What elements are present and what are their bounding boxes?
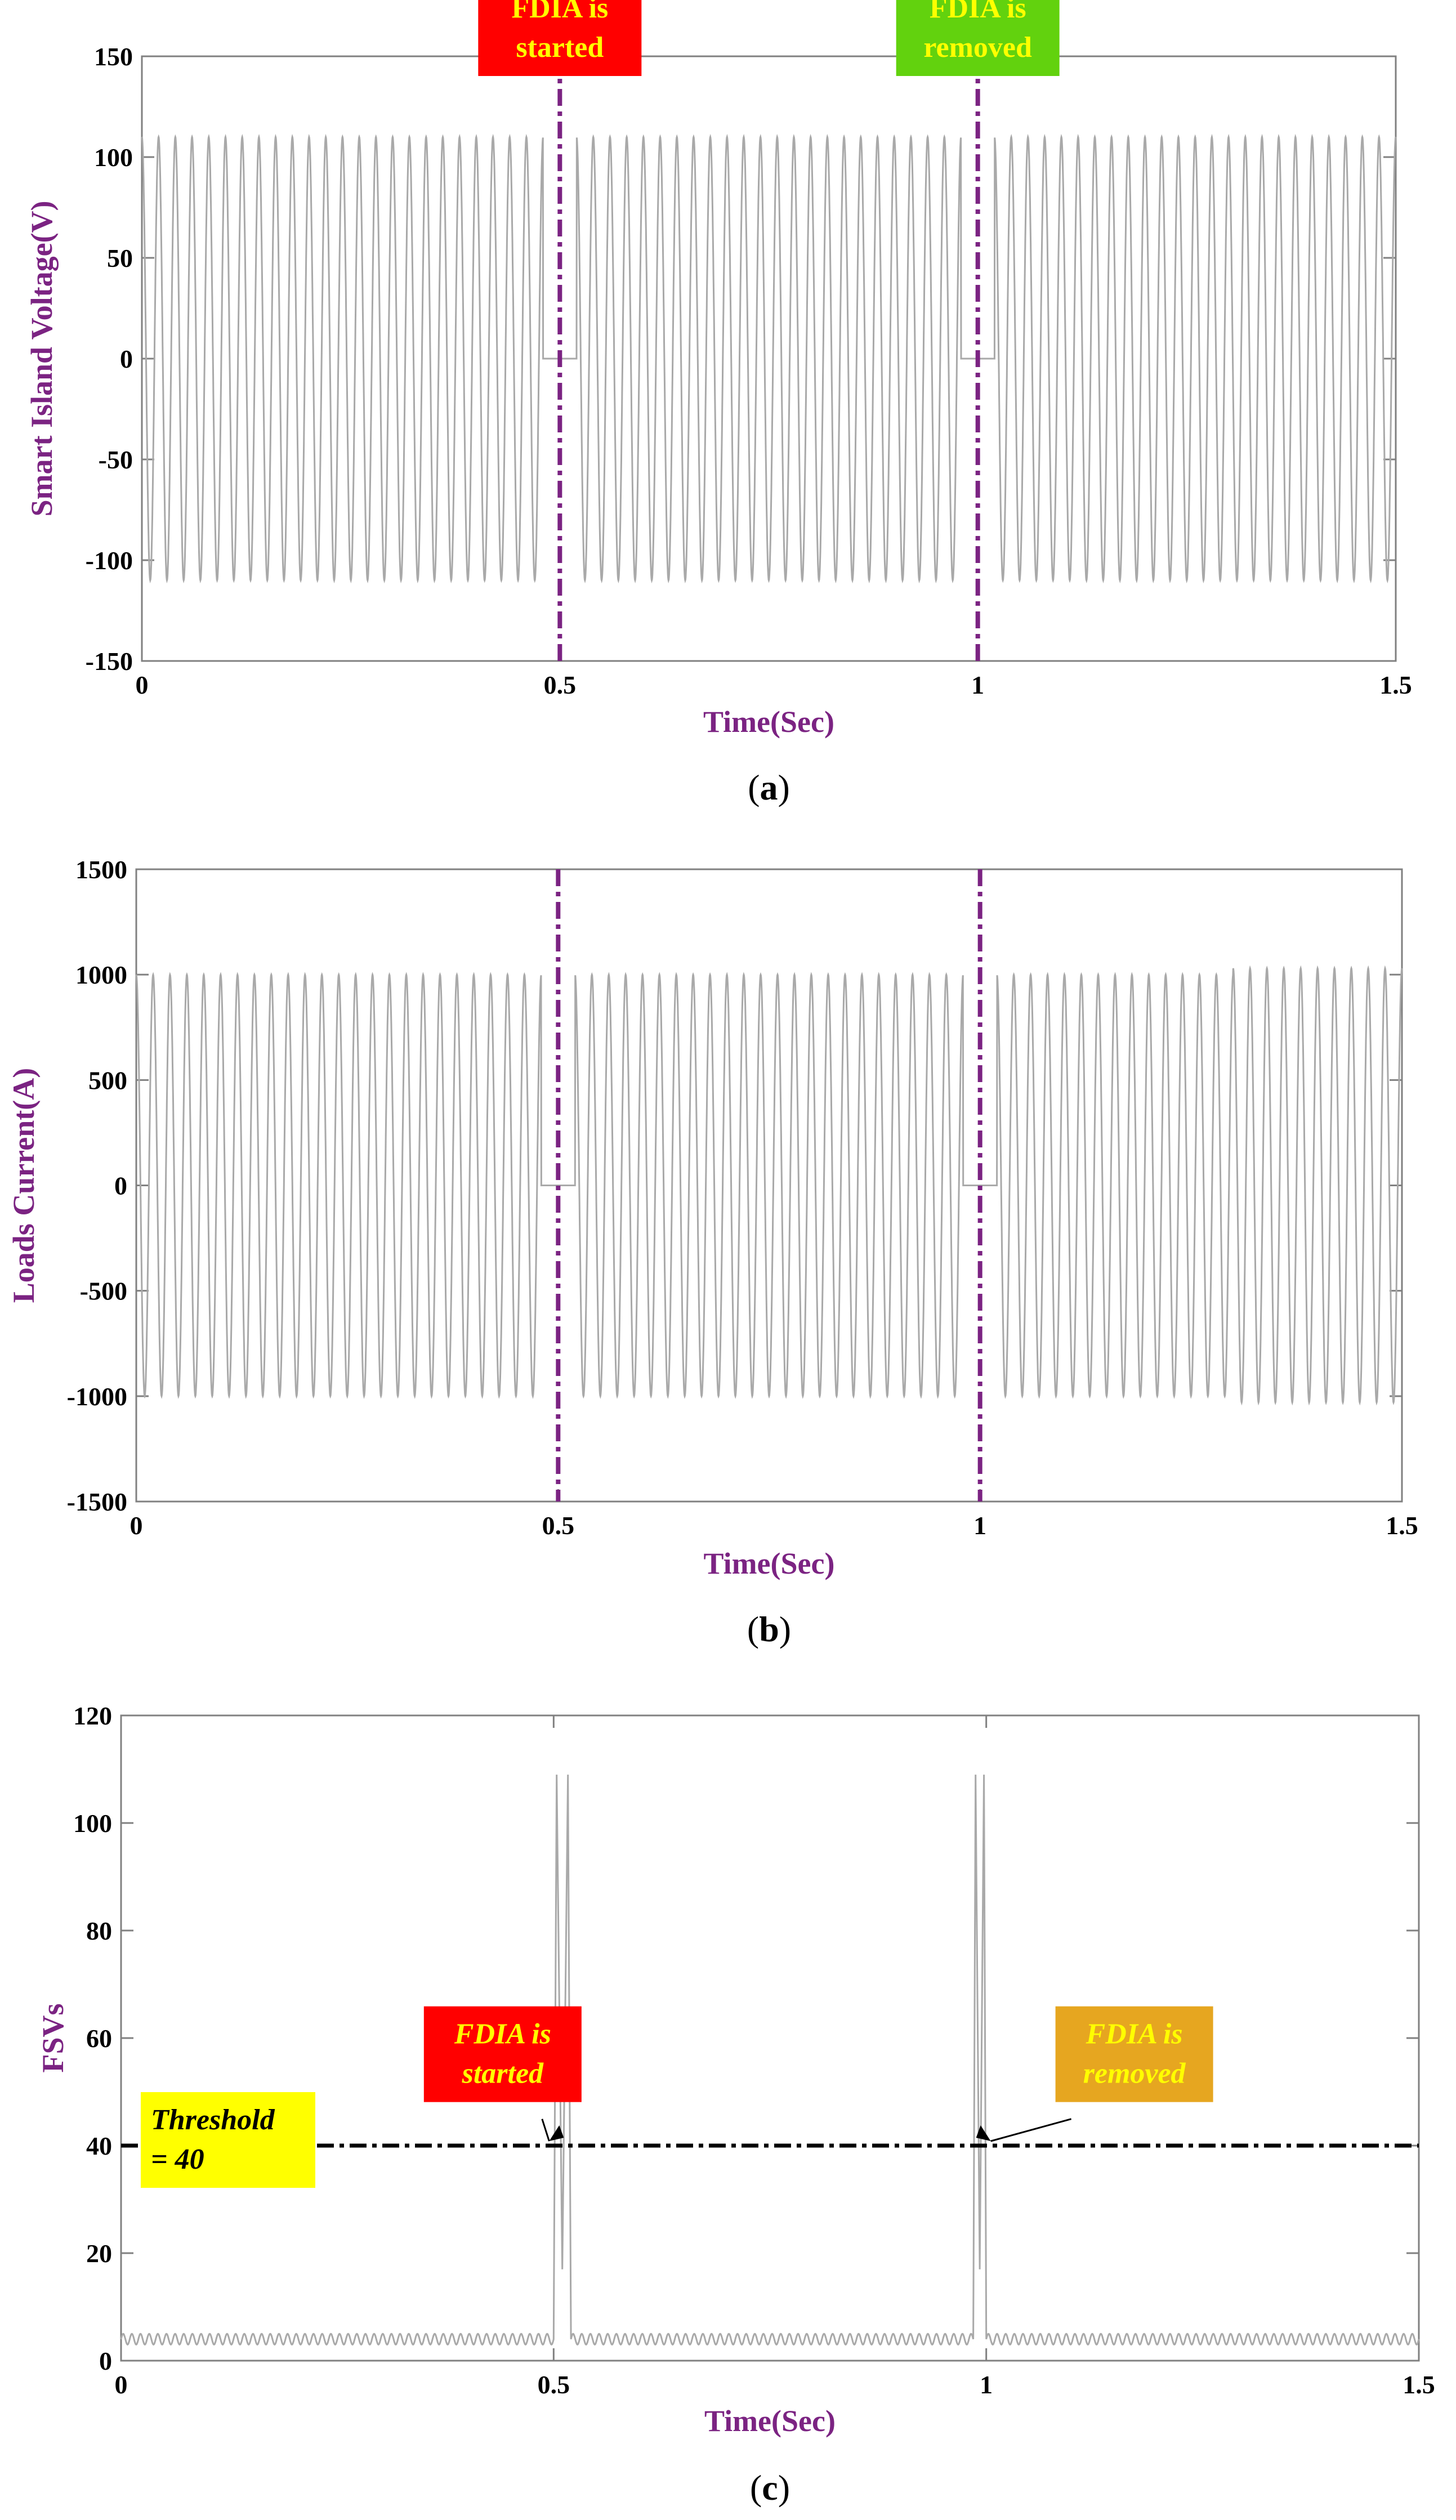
x-axis-label-b: Time(Sec) [704, 1547, 835, 1580]
annotation-text: FDIA is [454, 2018, 551, 2050]
caption-letter-c: c [762, 2468, 778, 2508]
caption-letter-a: a [760, 767, 778, 807]
y-tick-label: -50 [99, 445, 133, 474]
annotation-0: FDIA is started [478, 0, 642, 76]
x-tick-label: 1.5 [1403, 2370, 1435, 2399]
annotation-box [896, 0, 1060, 76]
annotation-2: FDIA is removed [976, 2006, 1213, 2142]
x-tick-label: 1.5 [1386, 1511, 1418, 1540]
annotation-text: removed [1083, 2058, 1186, 2090]
panel-c: 0 20 40 60 80 100 120 0 0.5 1 1.5 Threshold = 40 FD… [36, 1701, 1435, 2508]
voltage-trace [141, 133, 1397, 584]
y-tick-label: 100 [94, 143, 133, 172]
annotations-c: Threshold = 40 FDIA is started FDIA is remove… [141, 2006, 1213, 2188]
y-tick-label: 1000 [75, 960, 127, 989]
panel-a: -150 -100 -50 0 50 100 150 0 0.5 1 1.5 FDIA is sta… [25, 0, 1412, 807]
caption-a: (a) [748, 767, 790, 807]
y-tick-label: 500 [88, 1066, 127, 1094]
x-tick-label: 0 [136, 671, 149, 699]
annotation-box [141, 2092, 315, 2188]
panel-b: -1500 -1000 -500 0 500 1000 1500 0 0.5 1 1.5 Time… [7, 855, 1418, 1649]
annotation-text: started [462, 2058, 544, 2090]
y-tick-label: 40 [86, 2132, 112, 2160]
x-tick-label: 1 [973, 1511, 986, 1540]
y-tick-label: 20 [86, 2239, 112, 2268]
current-trace [135, 965, 1403, 1406]
x-tick-label: 0.5 [544, 671, 577, 699]
y-tick-label: 0 [99, 2347, 112, 2375]
event-lines-b [556, 869, 982, 1502]
y-ticks-a: -150 -100 -50 0 50 100 150 [86, 42, 1396, 676]
y-tick-label: 0 [114, 1172, 127, 1200]
caption-c: (c) [750, 2468, 790, 2508]
annotation-box [423, 2006, 582, 2102]
y-tick-label: 0 [120, 345, 133, 373]
y-tick-label: 50 [107, 244, 133, 272]
series-line [141, 133, 1397, 584]
annotation-text: = 40 [151, 2143, 204, 2175]
x-axis-label-c: Time(Sec) [704, 2404, 836, 2438]
y-tick-label: -1000 [67, 1382, 127, 1411]
annotation-text: FDIA is [930, 0, 1026, 24]
annotation-text: Threshold [151, 2104, 275, 2136]
x-tick-label: 0.5 [538, 2370, 570, 2399]
y-tick-label: -500 [80, 1277, 127, 1306]
y-ticks-c: 0 20 40 60 80 100 120 [73, 1701, 1419, 2375]
y-tick-label: 120 [73, 1701, 112, 1730]
annotation-text: started [516, 32, 604, 64]
y-tick-label: -100 [86, 546, 133, 575]
annotation-box [1055, 2006, 1213, 2102]
y-tick-label: 1500 [75, 855, 127, 884]
y-tick-label: 100 [73, 1809, 112, 1838]
annotations-a: FDIA is started FDIA is removed [478, 0, 1060, 76]
annotation-arrowhead [549, 2125, 564, 2141]
annotation-arrow [541, 2119, 550, 2142]
x-tick-label: 0 [115, 2370, 128, 2399]
y-tick-label: -150 [86, 647, 133, 676]
annotation-text: FDIA is [511, 0, 608, 24]
annotation-1: FDIA is started [423, 2006, 582, 2142]
y-axis-label-c: FSVs [36, 2003, 70, 2072]
x-axis-label-a: Time(Sec) [703, 705, 834, 739]
y-axis-label-b: Loads Current(A) [7, 1068, 41, 1303]
annotation-box [478, 0, 642, 76]
annotation-text: removed [923, 32, 1032, 64]
y-tick-label: 80 [86, 1916, 112, 1945]
fsv-trace [120, 1775, 1420, 2346]
annotation-arrow [990, 2118, 1071, 2142]
x-tick-label: 0.5 [542, 1511, 575, 1540]
x-tick-label: 1 [971, 671, 984, 699]
x-ticks-a: 0 0.5 1 1.5 [136, 56, 1412, 699]
series-line [120, 1775, 1420, 2346]
annotation-0: Threshold = 40 [141, 2092, 315, 2188]
x-ticks-c: 0 0.5 1 1.5 [115, 1715, 1435, 2399]
x-tick-label: 0 [130, 1511, 143, 1540]
y-tick-label: -1500 [67, 1487, 127, 1516]
annotation-arrowhead [976, 2125, 991, 2141]
caption-b: (b) [747, 1609, 791, 1649]
annotation-1: FDIA is removed [896, 0, 1060, 76]
y-axis-label-a: Smart Island Voltage(V) [25, 200, 59, 516]
y-tick-label: 60 [86, 2024, 112, 2053]
series-line [135, 965, 1403, 1406]
x-tick-label: 1.5 [1379, 671, 1412, 699]
y-tick-label: 150 [94, 42, 133, 71]
annotation-text: FDIA is [1086, 2018, 1183, 2050]
x-tick-label: 1 [980, 2370, 993, 2399]
caption-letter-b: b [759, 1609, 779, 1649]
y-ticks-b: -1500 -1000 -500 0 500 1000 1500 [67, 855, 1402, 1516]
event-lines-a [557, 56, 980, 661]
